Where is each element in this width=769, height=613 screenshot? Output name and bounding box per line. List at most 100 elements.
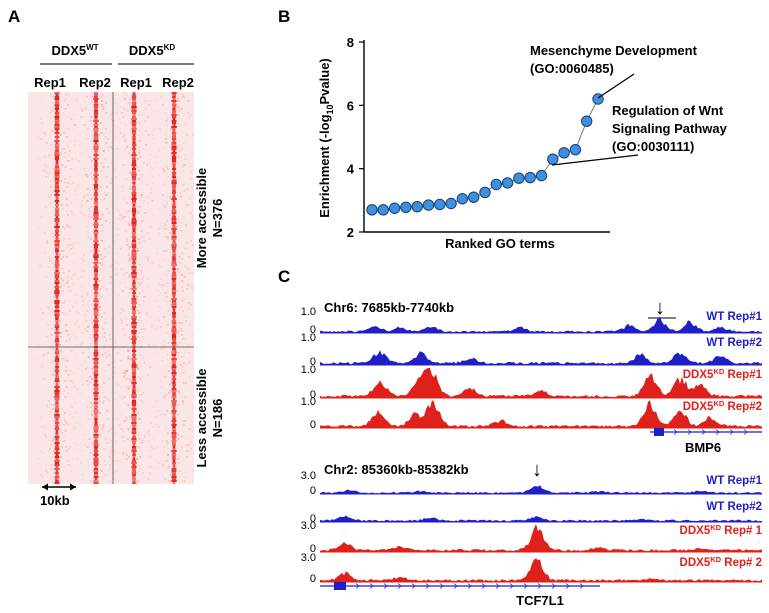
heatmap-peak <box>172 406 176 408</box>
heatmap-speckle <box>43 164 46 166</box>
heatmap-peak <box>93 178 99 180</box>
heatmap-peak <box>172 464 176 466</box>
heatmap-peak <box>172 324 176 326</box>
heatmap-speckle <box>97 292 100 294</box>
heatmap-peak <box>132 340 136 342</box>
heatmap-speckle <box>109 334 111 336</box>
heatmap-peak <box>172 234 176 236</box>
heatmap-speckle <box>139 378 142 380</box>
heatmap-peak <box>93 154 99 156</box>
y-tick-label: 8 <box>347 35 354 50</box>
heatmap-speckle <box>181 280 184 282</box>
heatmap-speckle <box>185 450 188 452</box>
heatmap-speckle <box>148 238 151 240</box>
heatmap-speckle <box>90 100 93 102</box>
heatmap-peak <box>131 382 137 384</box>
heatmap-peak <box>131 432 137 434</box>
heatmap-speckle <box>63 390 66 392</box>
heatmap-peak <box>172 458 176 460</box>
heatmap-speckle <box>193 396 196 398</box>
heatmap-speckle <box>180 196 182 198</box>
heatmap-peak <box>132 334 136 336</box>
gene-strand-chevron <box>383 583 388 589</box>
heatmap-peak <box>94 376 98 378</box>
heatmap-speckle <box>68 94 71 96</box>
heatmap-peak <box>94 132 98 134</box>
heatmap-peak <box>131 422 137 424</box>
heatmap-peak <box>171 138 177 140</box>
heatmap-speckle <box>60 408 63 410</box>
heatmap-speckle <box>37 344 40 346</box>
heatmap-speckle <box>59 456 62 458</box>
heatmap-speckle <box>105 112 108 114</box>
heatmap-speckle <box>141 236 143 238</box>
heatmap-peak <box>172 186 176 188</box>
heatmap-peak <box>94 474 98 476</box>
heatmap-speckle <box>72 282 75 284</box>
heatmap-speckle <box>102 108 105 110</box>
heatmap-peak <box>94 110 98 112</box>
heatmap-peak <box>55 384 59 386</box>
heatmap-peak <box>54 274 60 276</box>
heatmap-speckle <box>62 126 65 128</box>
heatmap-speckle <box>162 464 165 466</box>
heatmap-speckle <box>109 338 112 340</box>
heatmap-speckle <box>53 404 56 406</box>
heatmap-peak <box>94 440 98 442</box>
heatmap-speckle <box>157 264 160 266</box>
heatmap-speckle <box>164 478 167 480</box>
heatmap-peak <box>131 224 137 226</box>
heatmap-speckle <box>114 442 117 444</box>
heatmap-peak <box>172 286 176 288</box>
heatmap-speckle <box>183 298 186 300</box>
heatmap-peak <box>131 316 137 318</box>
heatmap-speckle <box>113 478 116 480</box>
heatmap-peak <box>172 232 176 234</box>
heatmap-speckle <box>127 388 130 390</box>
heatmap-peak <box>54 378 60 380</box>
track-scale-min: 0 <box>310 573 316 585</box>
heatmap-speckle <box>186 288 189 290</box>
heatmap-speckle <box>112 124 115 126</box>
heatmap-speckle <box>61 268 64 270</box>
heatmap-speckle <box>162 340 165 342</box>
heatmap-speckle <box>181 258 184 260</box>
heatmap-peak <box>55 318 59 320</box>
heatmap-speckle <box>160 348 163 350</box>
gene-strand-chevron <box>537 583 542 589</box>
heatmap-speckle <box>106 442 109 444</box>
heatmap-speckle <box>51 440 54 442</box>
heatmap-speckle <box>63 424 66 426</box>
heatmap-peak <box>94 260 98 262</box>
heatmap-speckle <box>67 448 70 450</box>
heatmap-speckle <box>120 462 123 464</box>
heatmap-peak <box>131 128 137 130</box>
heatmap-peak <box>131 472 137 474</box>
heatmap-speckle <box>187 100 190 102</box>
cluster-less-title: Less accessible <box>194 368 209 467</box>
heatmap-speckle <box>119 414 122 416</box>
heatmap-peak <box>172 446 176 448</box>
heatmap-speckle <box>158 282 161 284</box>
heatmap-peak <box>93 334 99 336</box>
heatmap-speckle <box>105 474 108 476</box>
heatmap-speckle <box>164 228 167 230</box>
heatmap-peak <box>93 106 99 108</box>
heatmap-speckle <box>65 314 68 316</box>
heatmap-speckle <box>122 274 125 276</box>
signal-track <box>320 524 762 552</box>
heatmap-peak <box>54 352 60 354</box>
heatmap-peak <box>93 410 99 412</box>
heatmap-speckle <box>138 418 141 420</box>
heatmap-speckle <box>182 142 185 144</box>
heatmap-speckle <box>127 210 130 212</box>
heatmap-peak <box>131 396 137 398</box>
heatmap-speckle <box>67 392 69 394</box>
signal-track <box>320 485 762 494</box>
heatmap-peak <box>171 198 177 200</box>
heatmap-peak <box>132 436 136 438</box>
heatmap-speckle <box>190 256 193 258</box>
heatmap-speckle <box>177 438 180 440</box>
heatmap-speckle <box>113 472 116 474</box>
heatmap-peak <box>131 448 137 450</box>
